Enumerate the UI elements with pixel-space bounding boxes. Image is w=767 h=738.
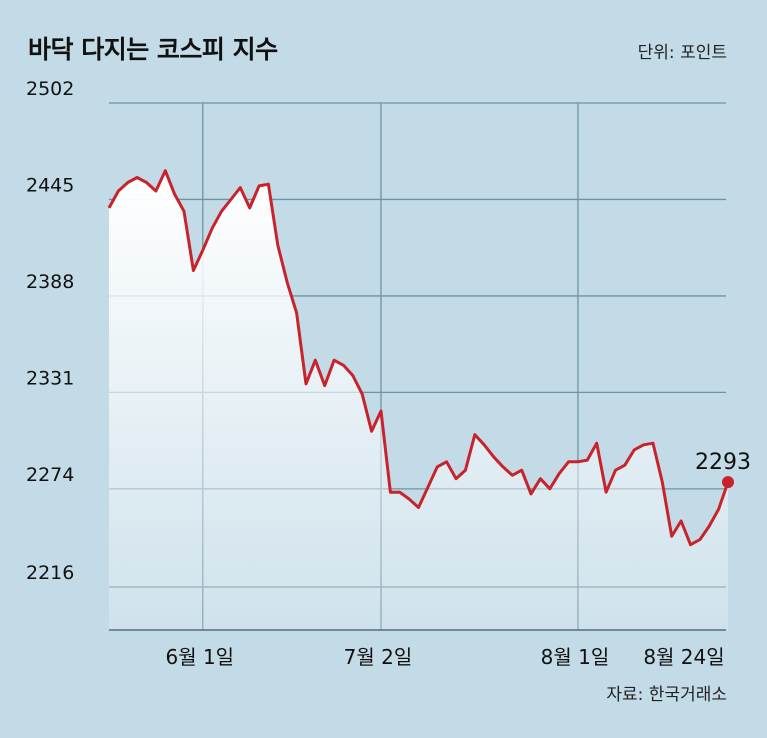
index-area-fill — [109, 170, 728, 630]
y-tick-label: 2502 — [26, 78, 74, 100]
y-tick-label: 2388 — [26, 271, 74, 293]
x-tick-label: 8월 1일 — [541, 645, 610, 669]
y-tick-label: 2216 — [26, 562, 74, 584]
y-tick-label: 2445 — [26, 174, 74, 196]
source-label: 자료: 한국거래소 — [606, 685, 727, 705]
chart-title: 바닥 다지는 코스피 지수 — [28, 35, 278, 64]
unit-label: 단위: 포인트 — [637, 43, 727, 63]
index-line — [107, 169, 730, 547]
last-point-label: 2293 — [695, 450, 751, 475]
x-tick-label: 8월 24일 — [643, 645, 724, 669]
last-point-marker — [722, 476, 734, 489]
y-tick-label: 2331 — [26, 367, 74, 389]
x-tick-label: 7월 2일 — [344, 645, 413, 669]
y-tick-label: 2274 — [26, 464, 74, 486]
x-tick-label: 6월 1일 — [165, 645, 234, 669]
